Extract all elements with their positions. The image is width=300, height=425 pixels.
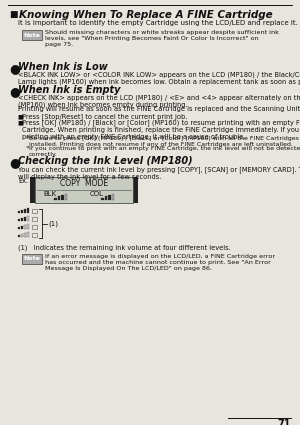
Bar — [18, 219, 20, 221]
Text: ●: ● — [9, 62, 20, 75]
Text: ●: ● — [9, 156, 20, 169]
Text: COL: COL — [90, 191, 104, 197]
Bar — [35, 177, 133, 203]
Bar — [61, 195, 64, 200]
Text: Checking the Ink Level (MP180): Checking the Ink Level (MP180) — [18, 156, 193, 166]
Bar — [32, 233, 37, 237]
Text: Press [OK] (MP180) / [Black] or [Color] (MP160) to resume printing with an empty: Press [OK] (MP180) / [Black] or [Color] … — [22, 119, 300, 140]
Bar — [22, 254, 42, 264]
Text: If an error message is displayed on the LCD/LED, a FINE Cartridge error
has occu: If an error message is displayed on the … — [45, 254, 275, 271]
Bar — [18, 235, 20, 237]
Text: If you continue to print with an empty FINE Cartridge, the ink level will not be: If you continue to print with an empty F… — [29, 146, 300, 157]
Bar — [27, 232, 29, 237]
Text: Note: Note — [24, 257, 40, 261]
Bar — [27, 208, 29, 213]
Bar — [24, 233, 26, 237]
Text: Should missing characters or white streaks appear despite sufficient ink
levels,: Should missing characters or white strea… — [45, 30, 279, 47]
Text: Ex.: Ex. — [18, 178, 28, 184]
Text: Printing will resume as soon as the FINE Cartridge is replaced and the Scanning : Printing will resume as soon as the FINE… — [18, 106, 300, 112]
Bar — [104, 196, 107, 200]
Bar — [27, 224, 29, 229]
Text: ■: ■ — [17, 120, 23, 125]
Text: Note: Note — [24, 32, 40, 37]
Bar — [32, 209, 37, 213]
Bar — [133, 177, 138, 203]
Text: ": " — [25, 136, 28, 145]
Text: ■: ■ — [17, 114, 23, 119]
Text: It is important to identify the empty Cartridge using the LCD/LED and replace it: It is important to identify the empty Ca… — [18, 20, 298, 26]
Text: <BLACK INK LOW> or <COLOR INK LOW> appears on the LCD (MP180) / the Black/Color : <BLACK INK LOW> or <COLOR INK LOW> appea… — [18, 71, 300, 85]
Bar — [54, 198, 56, 200]
Text: (1)   Indicates the remaining ink volume at four different levels.: (1) Indicates the remaining ink volume a… — [18, 244, 231, 250]
Text: Knowing When To Replace A FINE Cartridge: Knowing When To Replace A FINE Cartridge — [19, 10, 273, 20]
Bar — [27, 216, 29, 221]
Text: ": " — [25, 146, 28, 155]
Bar — [21, 234, 23, 237]
Bar — [24, 225, 26, 229]
Bar — [32, 217, 37, 221]
Bar — [22, 30, 42, 40]
Bar — [101, 198, 104, 200]
Bar — [58, 196, 60, 200]
Bar — [32, 225, 37, 229]
Bar — [18, 227, 20, 229]
Bar — [24, 217, 26, 221]
Bar — [64, 194, 67, 200]
Bar — [21, 226, 23, 229]
Bar — [18, 211, 20, 213]
Bar — [30, 177, 35, 203]
Bar — [21, 218, 23, 221]
Bar — [108, 195, 110, 200]
Bar — [24, 209, 26, 213]
Text: Press [Stop/Reset] to cancel the current print job.: Press [Stop/Reset] to cancel the current… — [22, 113, 188, 120]
Text: <CHECK INK> appears on the LCD (MP180) / <E> and <4> appear alternately on the L: <CHECK INK> appears on the LCD (MP180) /… — [18, 94, 300, 108]
Text: ●: ● — [9, 85, 20, 98]
Text: (1): (1) — [48, 220, 58, 227]
Text: You can check the current ink level by pressing [COPY], [SCAN] or [MEMORY CARD].: You can check the current ink level by p… — [18, 166, 300, 180]
Text: ■: ■ — [9, 10, 17, 19]
Text: Be sure to press [OK] (MP180) / [Black] or [Color] (MP160) with all the FINE Car: Be sure to press [OK] (MP180) / [Black] … — [29, 136, 299, 147]
Text: BLK: BLK — [43, 191, 56, 197]
Text: 71: 71 — [278, 419, 291, 425]
Text: When Ink is Low: When Ink is Low — [18, 62, 108, 72]
Text: When Ink is Empty: When Ink is Empty — [18, 85, 121, 95]
Bar — [112, 194, 114, 200]
Text: COPY  MODE: COPY MODE — [60, 179, 108, 188]
Bar — [21, 210, 23, 213]
